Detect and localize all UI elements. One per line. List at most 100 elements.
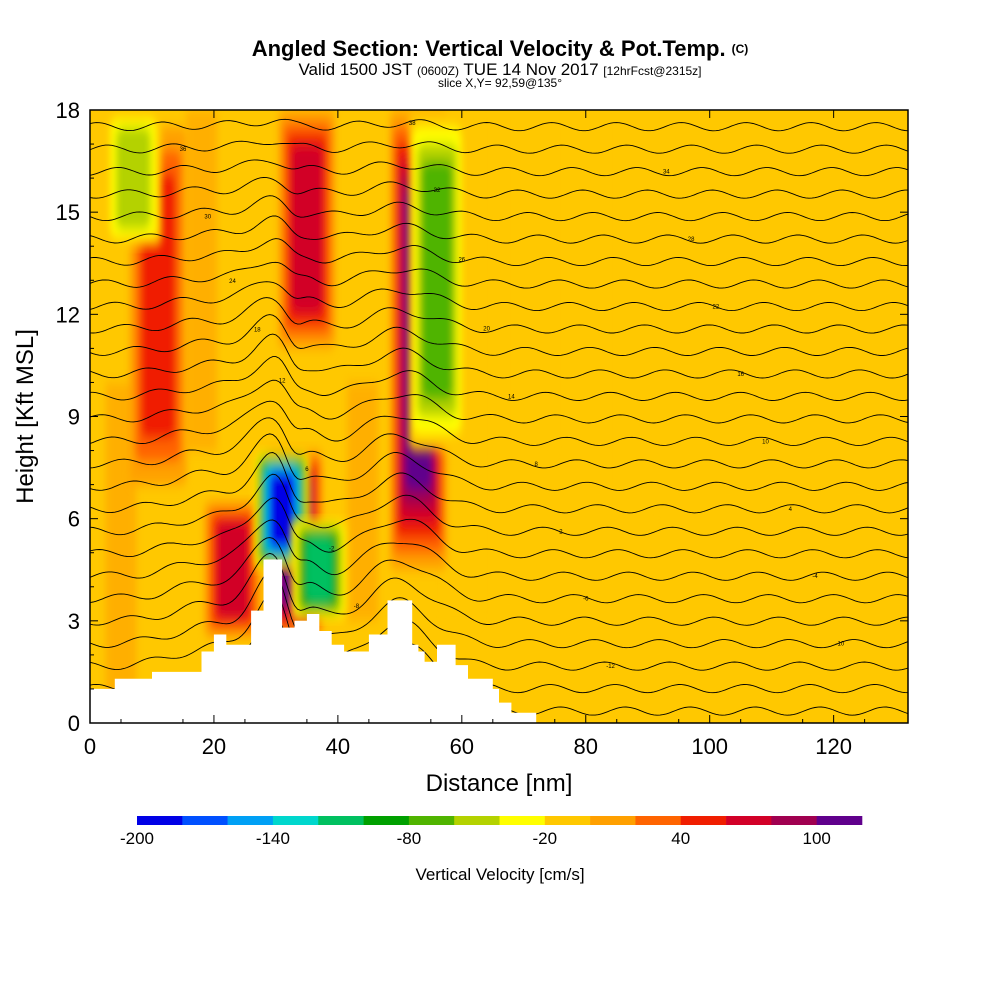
isentrope-label: 6 (305, 467, 309, 473)
isentrope-label: 16 (737, 372, 744, 378)
x-tick-label: 20 (202, 734, 226, 759)
weak-downdraft-streak (517, 110, 555, 451)
isentrope-label: 30 (204, 214, 211, 220)
colorbar-tick-label: -20 (533, 829, 558, 848)
isentrope-line (90, 281, 908, 312)
subtitle-utc: (0600Z) (416, 64, 459, 78)
isentrope-line (90, 177, 908, 199)
isentrope-line (90, 519, 908, 581)
isentrope-label: 22 (713, 305, 720, 311)
downdraft-level (421, 161, 453, 400)
isentrope-line (90, 473, 908, 536)
isentrope-line (90, 97, 908, 108)
isentrope-line (90, 417, 908, 469)
isentrope-line (90, 537, 908, 604)
weak-updraft-streak (347, 382, 379, 621)
chart-title: Angled Section: Vertical Velocity & Pot.… (0, 36, 1000, 62)
isentrope-line (90, 400, 908, 446)
chart-title-unit: (C) (731, 42, 749, 56)
y-tick-label: 3 (68, 609, 80, 634)
colorbar-tick-label: 40 (671, 829, 690, 848)
isentrope-label: 32 (434, 188, 441, 194)
x-tick-label: 60 (450, 734, 474, 759)
x-tick-label: 120 (815, 734, 852, 759)
colorbar-segment (272, 816, 319, 825)
isentrope-label: -2 (329, 547, 335, 553)
isentrope-label: 14 (508, 394, 515, 400)
colorbar-segment (318, 816, 364, 825)
isentrope-line (90, 356, 908, 401)
isentrope-line (90, 297, 908, 334)
colorbar-segment (182, 816, 228, 825)
weak-downdraft-streak (616, 110, 654, 519)
y-tick-label: 9 (68, 405, 80, 430)
isentrope-label: 38 (409, 121, 416, 127)
isentrope-label: 10 (762, 439, 769, 445)
updraft-level (291, 145, 323, 313)
x-tick-label: 0 (84, 734, 96, 759)
isentrope-line (90, 497, 908, 559)
isentrope-line (90, 570, 908, 649)
subtitle-date: TUE 14 Nov 2017 (463, 60, 599, 79)
subtitle-forecast: [12hrFcst@2315z] (603, 64, 702, 78)
colorbar: -200 -140 -80 -20 40 100 Vertical Velocity [cm… (120, 816, 863, 884)
chart-title-text: Angled Section: Vertical Velocity & Pot.… (251, 36, 726, 61)
downdraft-level (116, 127, 151, 229)
colorbar-segment (635, 816, 682, 825)
colorbar-tick-label: -140 (256, 829, 290, 848)
isentrope-label: -12 (606, 664, 615, 670)
downdraft-level (306, 536, 333, 604)
isentrope-label: 18 (254, 327, 261, 333)
isentrope-label: 28 (688, 237, 695, 243)
colorbar-segment (137, 816, 183, 825)
x-axis-label: Distance [nm] (426, 770, 573, 797)
x-tick-label: 40 (326, 734, 350, 759)
colorbar-segment (771, 816, 817, 825)
isentrope-label: 20 (483, 327, 490, 333)
updraft-level (217, 522, 248, 618)
y-tick-label: 18 (56, 98, 80, 123)
colorbar-segment (726, 816, 772, 825)
isentrope-line (90, 159, 908, 177)
isentrope-label: -10 (835, 642, 844, 648)
isentrope-label: 8 (535, 462, 539, 468)
isentrope-line (90, 379, 908, 424)
colorbar-segment (544, 816, 591, 825)
colorbar-segment (590, 816, 636, 825)
isentrope-label: -4 (812, 574, 818, 580)
y-tick-label: 6 (68, 507, 80, 532)
updraft-band (278, 110, 336, 349)
colorbar-label: Vertical Velocity [cm/s] (415, 865, 584, 884)
downdraft-level (270, 473, 294, 547)
isentrope-label: 36 (180, 147, 187, 153)
colorbar-segment (408, 816, 455, 825)
isentrope-line (90, 261, 908, 289)
colorbar-segment (499, 816, 546, 825)
isentrope-label: -8 (354, 604, 360, 610)
velocity-field (90, 110, 908, 723)
downdraft-band (290, 518, 348, 621)
colorbar-segment (816, 816, 863, 825)
colorbar-segment (680, 816, 727, 825)
terrain-mask (90, 559, 908, 723)
colorbar-tick-label: 100 (803, 829, 831, 848)
isentrope-line (90, 140, 908, 154)
isentrope-line (90, 452, 908, 514)
colorbar-segment (227, 816, 274, 825)
isentrope-line (90, 552, 908, 626)
subtitle-valid: Valid 1500 JST (298, 60, 413, 79)
slice-info: slice X,Y= 92,59@135° (437, 76, 563, 90)
y-axis-label: Height [Kft MSL] (12, 329, 39, 504)
isentrope-label: 24 (229, 279, 236, 285)
chart-subtitle: Valid 1500 JST (0600Z) TUE 14 Nov 2017 [… (0, 60, 1000, 81)
colorbar-segment (454, 816, 500, 825)
isentrope-line (90, 333, 908, 379)
isentrope-label: 26 (458, 258, 465, 264)
isentrope-line (90, 215, 908, 244)
downdraft-band (408, 110, 466, 451)
isentrope-label: 34 (663, 170, 670, 176)
colorbar-tick-label: -200 (120, 829, 154, 848)
isentrope-label: 12 (279, 379, 286, 385)
